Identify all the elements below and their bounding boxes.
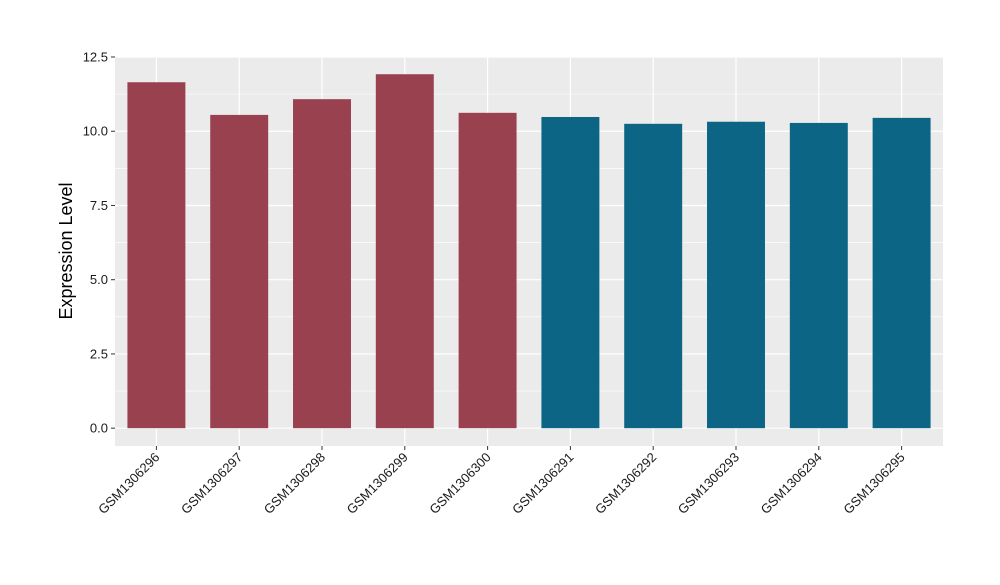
bar-GSM1306291: [541, 116, 600, 429]
x-tick-label: GSM1306296: [95, 450, 162, 517]
y-tick-label: 0.0: [90, 421, 108, 436]
bar-GSM1306297: [210, 114, 269, 429]
x-tick-label: GSM1306300: [426, 450, 493, 517]
y-tick-label: 12.5: [83, 50, 108, 65]
bars-layer: [127, 74, 931, 429]
y-tick-label: 10.0: [83, 124, 108, 139]
bar-GSM1306296: [127, 82, 186, 429]
bar-GSM1306295: [872, 117, 931, 429]
x-tick-label: GSM1306295: [840, 450, 907, 517]
bar-GSM1306294: [789, 122, 848, 429]
x-axis: GSM1306296 GSM1306297 GSM1306298 GSM1306299…: [95, 446, 908, 517]
y-axis: 0.0 2.5 5.0 7.5 10.0 12.5: [83, 50, 115, 436]
x-tick-label: GSM1306297: [178, 450, 245, 517]
x-tick-label: GSM1306294: [758, 450, 825, 517]
bar-GSM1306293: [707, 121, 765, 429]
x-tick-label: GSM1306299: [344, 450, 411, 517]
y-tick-label: 7.5: [90, 198, 108, 213]
x-tick-label: GSM1306293: [675, 450, 742, 517]
bar-GSM1306298: [293, 99, 351, 429]
bar-GSM1306292: [624, 123, 683, 429]
bar-GSM1306300: [458, 112, 517, 429]
x-tick-label: GSM1306298: [261, 450, 328, 517]
y-axis-title: Expression Level: [56, 182, 76, 319]
x-tick-label: GSM1306291: [509, 450, 576, 517]
bar-GSM1306299: [375, 74, 434, 429]
x-tick-label: GSM1306292: [592, 450, 659, 517]
y-tick-label: 2.5: [90, 346, 108, 361]
y-tick-label: 5.0: [90, 272, 108, 287]
